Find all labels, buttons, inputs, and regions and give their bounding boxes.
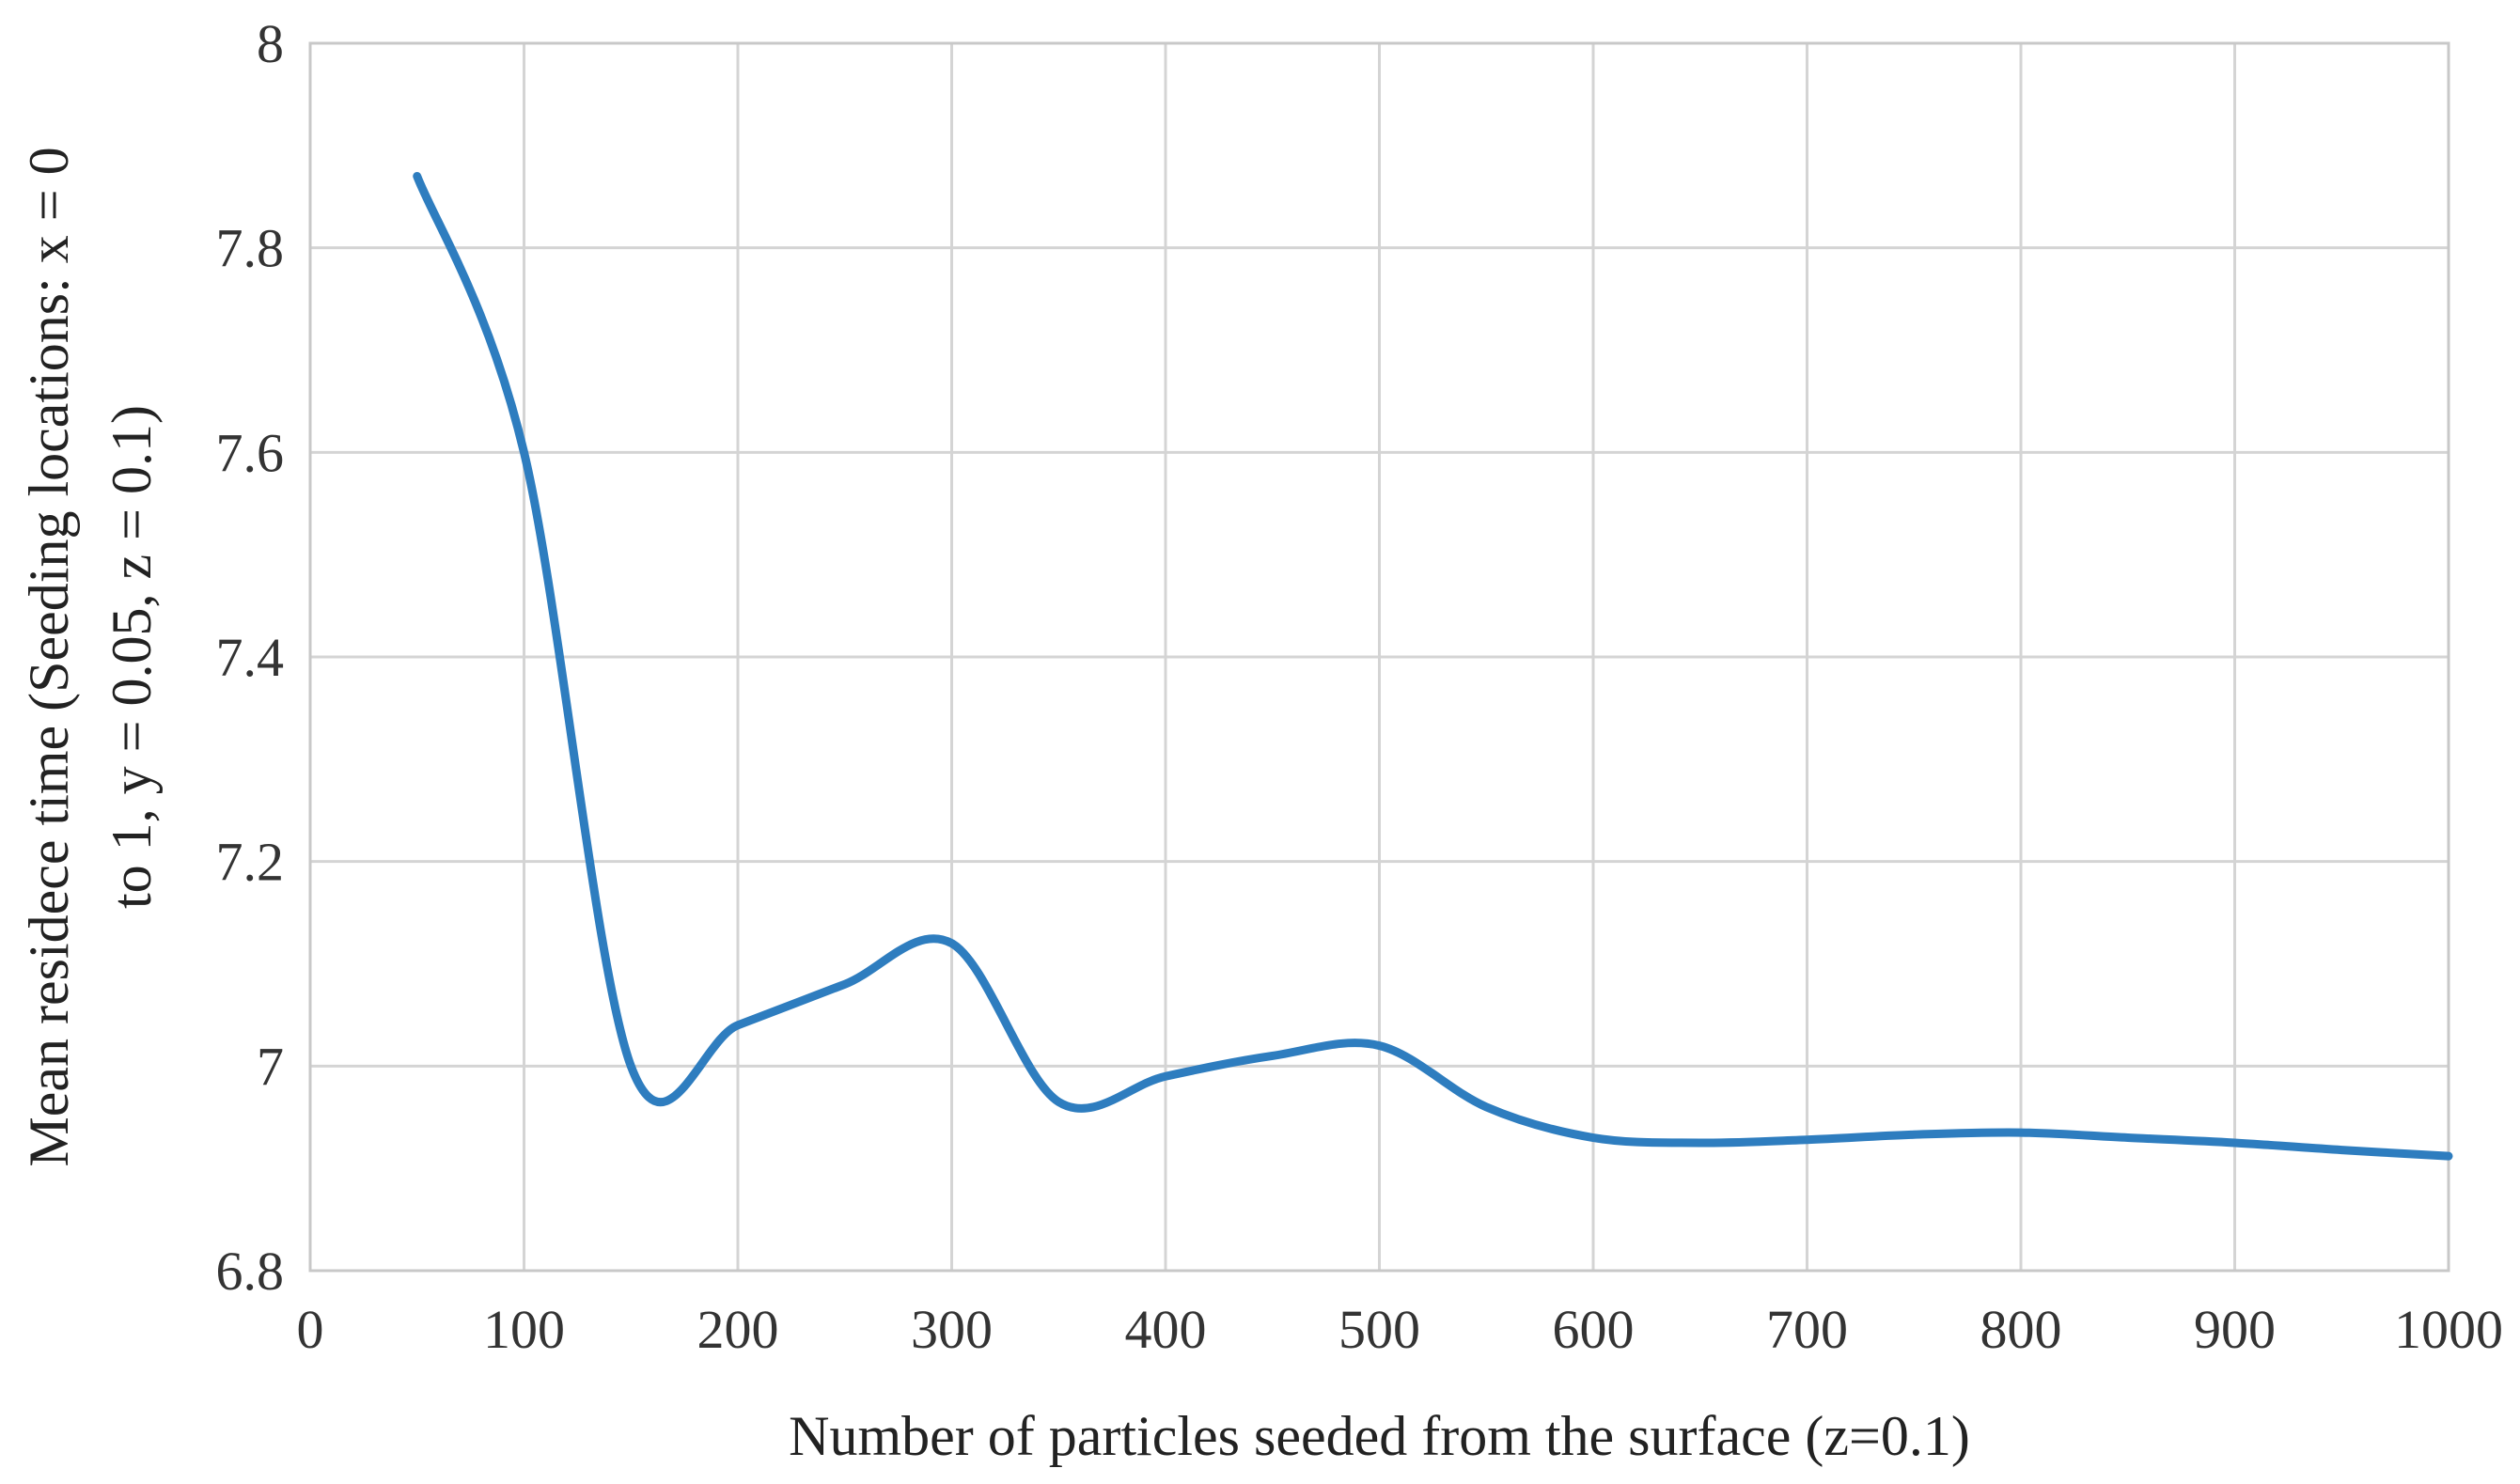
data-point <box>625 1060 636 1071</box>
y-axis-tick-labels: 6.8 7 7.2 7.4 7.6 7.8 8 <box>216 13 285 1302</box>
data-point <box>1160 1070 1171 1082</box>
x-tick-label: 0 <box>297 1299 324 1360</box>
data-point <box>1053 1096 1064 1107</box>
x-tick-label: 200 <box>697 1299 779 1360</box>
data-point <box>1588 1133 1599 1144</box>
data-point <box>2336 1145 2347 1156</box>
y-axis-title-line-2: to 1, y = 0.05, z = 0.1) <box>101 405 163 909</box>
x-tick-label: 400 <box>1125 1299 1207 1360</box>
x-tick-label: 900 <box>2194 1299 2276 1360</box>
data-point <box>1908 1129 1919 1140</box>
data-point <box>947 938 958 949</box>
y-tick-label: 7.2 <box>216 832 285 893</box>
y-tick-label: 6.8 <box>216 1241 285 1302</box>
data-point <box>412 170 423 181</box>
data-point <box>1267 1050 1278 1061</box>
data-point <box>2230 1137 2241 1148</box>
data-point <box>2015 1127 2027 1138</box>
data-point <box>2122 1133 2134 1144</box>
data-point <box>1695 1137 1706 1148</box>
data-point <box>1374 1040 1385 1052</box>
x-tick-label: 800 <box>1980 1299 2062 1360</box>
y-axis-title-line-1: Mean residece time (Seeding locations: x… <box>18 147 80 1166</box>
series-line <box>413 171 2453 1161</box>
grid-lines <box>308 41 2450 1273</box>
data-point <box>1480 1101 1492 1113</box>
y-tick-label: 7.8 <box>216 218 285 279</box>
y-axis-title: Mean residece time (Seeding locations: x… <box>18 147 163 1166</box>
x-tick-label: 500 <box>1338 1299 1420 1360</box>
y-tick-label: 7.6 <box>216 422 285 483</box>
y-tick-label: 7.4 <box>216 627 285 688</box>
y-tick-label: 8 <box>257 13 284 74</box>
data-point <box>519 446 530 458</box>
x-axis-tick-labels: 0 100 200 300 400 500 600 700 800 900 1000 <box>297 1299 2504 1360</box>
data-point <box>732 1020 743 1031</box>
series-layer <box>412 170 2454 1162</box>
plot-area-border <box>308 41 2450 1273</box>
x-tick-label: 100 <box>483 1299 565 1360</box>
x-tick-label: 600 <box>1553 1299 1635 1360</box>
data-point <box>2443 1150 2454 1162</box>
x-tick-label: 1000 <box>2394 1299 2503 1360</box>
x-tick-label: 700 <box>1766 1299 1848 1360</box>
data-point <box>1802 1134 1813 1146</box>
data-point <box>839 978 851 990</box>
x-tick-label: 300 <box>911 1299 993 1360</box>
x-axis-title: Number of particles seeded from the surf… <box>789 1405 1970 1467</box>
y-tick-label: 7 <box>257 1036 284 1097</box>
